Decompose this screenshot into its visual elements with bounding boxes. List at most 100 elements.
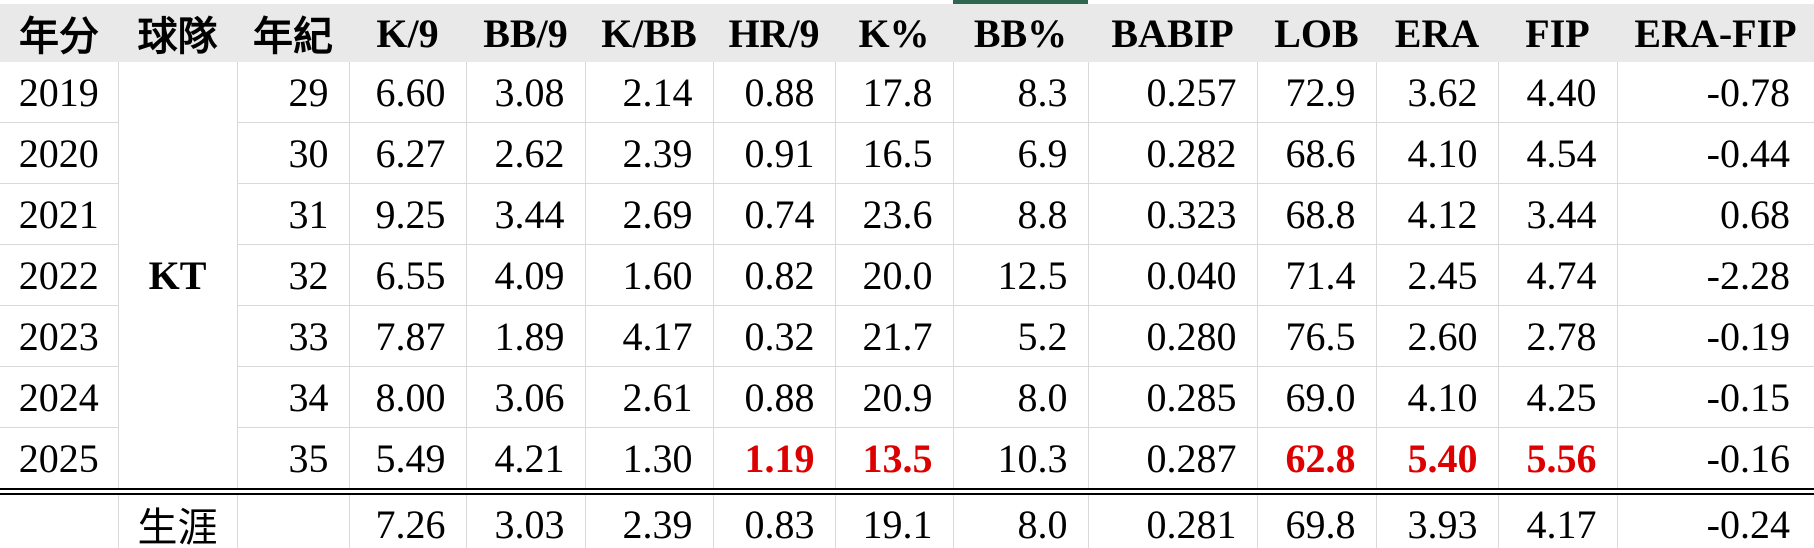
career-label-cell: 生涯	[117, 488, 237, 548]
career-kpct-cell: 19.1	[834, 488, 953, 548]
lob-cell: 71.4	[1256, 244, 1376, 306]
kpct-cell: 20.0	[834, 244, 953, 306]
kbb-cell: 4.17	[584, 305, 713, 367]
column-header-lob[interactable]: LOB	[1257, 0, 1376, 62]
column-header-year[interactable]: 年分	[0, 0, 118, 62]
bb9-cell: 3.08	[465, 62, 585, 123]
babip-cell: 0.280	[1087, 305, 1257, 367]
season-row-2021: 2021 31 9.25 3.44 2.69 0.74 23.6 8.8 0.323 68.8 4.…	[0, 183, 1814, 245]
k9-cell: 9.25	[348, 183, 466, 245]
hr9-cell: 0.74	[712, 183, 835, 245]
kbb-cell: 2.61	[584, 366, 713, 428]
column-header-kbb[interactable]: K/BB	[585, 0, 713, 62]
era_fip-cell: -0.44	[1616, 122, 1814, 184]
era-cell: 2.60	[1375, 305, 1498, 367]
babip-cell: 0.040	[1087, 244, 1257, 306]
fip-cell: 4.54	[1497, 122, 1617, 184]
column-header-era[interactable]: ERA	[1376, 0, 1498, 62]
season-row-2023: 2023 33 7.87 1.89 4.17 0.32 21.7 5.2 0.280 76.5 2.…	[0, 305, 1814, 367]
career-bb9-cell: 3.03	[465, 488, 585, 548]
column-header-team[interactable]: 球隊	[118, 0, 237, 62]
era_fip-cell: -2.28	[1616, 244, 1814, 306]
lob-cell: 68.6	[1256, 122, 1376, 184]
season-row-2022: 2022 32 6.55 4.09 1.60 0.82 20.0 12.5 0.040 71.4 2…	[0, 244, 1814, 306]
column-header-age[interactable]: 年紀	[237, 0, 349, 62]
kbb-cell: 2.14	[584, 62, 713, 123]
era_fip-cell: -0.19	[1616, 305, 1814, 367]
year-cell: 2024	[0, 366, 118, 428]
age-cell: 35	[236, 427, 349, 492]
column-header-fip[interactable]: FIP	[1498, 0, 1617, 62]
bb9-cell: 1.89	[465, 305, 585, 367]
kbb-cell: 2.39	[584, 122, 713, 184]
lob-cell: 62.8	[1256, 427, 1376, 492]
kbb-cell: 1.30	[584, 427, 713, 492]
bbpct-cell: 12.5	[952, 244, 1088, 306]
column-header-hr9[interactable]: HR/9	[713, 0, 835, 62]
era_fip-cell: -0.15	[1616, 366, 1814, 428]
column-header-bbpct[interactable]: BB%	[953, 0, 1088, 62]
bb9-cell: 4.21	[465, 427, 585, 492]
k9-cell: 6.27	[348, 122, 466, 184]
column-header-bb9[interactable]: BB/9	[466, 0, 585, 62]
column-header-kpct[interactable]: K%	[835, 0, 953, 62]
fip-cell: 3.44	[1497, 183, 1617, 245]
era-cell: 4.10	[1375, 122, 1498, 184]
kbb-cell: 1.60	[584, 244, 713, 306]
babip-cell: 0.257	[1087, 62, 1257, 123]
lob-cell: 68.8	[1256, 183, 1376, 245]
career-lob-cell: 69.8	[1256, 488, 1376, 548]
kpct-cell: 16.5	[834, 122, 953, 184]
year-cell: 2023	[0, 305, 118, 367]
bbpct-cell: 5.2	[952, 305, 1088, 367]
column-header-k9[interactable]: K/9	[349, 0, 466, 62]
fip-cell: 4.25	[1497, 366, 1617, 428]
bb9-cell: 4.09	[465, 244, 585, 306]
babip-cell: 0.282	[1087, 122, 1257, 184]
era-cell: 4.12	[1375, 183, 1498, 245]
era_fip-cell: 0.68	[1616, 183, 1814, 245]
lob-cell: 69.0	[1256, 366, 1376, 428]
career-age-cell	[236, 488, 349, 548]
babip-cell: 0.287	[1087, 427, 1257, 492]
bbpct-cell: 6.9	[952, 122, 1088, 184]
k9-cell: 5.49	[348, 427, 466, 492]
kpct-cell: 13.5	[834, 427, 953, 492]
bb9-cell: 2.62	[465, 122, 585, 184]
kbb-cell: 2.69	[584, 183, 713, 245]
babip-cell: 0.323	[1087, 183, 1257, 245]
year-cell: 2019	[18, 69, 99, 115]
era-cell: 5.40	[1375, 427, 1498, 492]
career-k9-cell: 7.26	[348, 488, 466, 548]
era-cell: 3.62	[1375, 62, 1498, 123]
k9-cell: 7.87	[348, 305, 466, 367]
hr9-cell: 0.82	[712, 244, 835, 306]
career-era_fip-cell: -0.24	[1616, 488, 1814, 548]
era_fip-cell: -0.16	[1616, 427, 1814, 492]
age-cell: 30	[236, 122, 349, 184]
bbpct-cell: 8.3	[952, 62, 1088, 123]
column-header-era_fip[interactable]: ERA-FIP	[1617, 0, 1814, 62]
bb9-cell: 3.44	[465, 183, 585, 245]
team-cell: KT	[117, 62, 237, 492]
bbpct-cell: 8.8	[952, 183, 1088, 245]
hr9-cell: 1.19	[712, 427, 835, 492]
hr9-cell: 0.88	[712, 366, 835, 428]
kpct-cell: 23.6	[834, 183, 953, 245]
age-cell: 34	[236, 366, 349, 428]
column-header-babip[interactable]: BABIP	[1088, 0, 1257, 62]
year-cell: 2022	[0, 244, 118, 306]
bbpct-cell: 8.0	[952, 366, 1088, 428]
year-cell: 2021	[0, 183, 118, 245]
lob-cell: 76.5	[1256, 305, 1376, 367]
age-cell: 33	[236, 305, 349, 367]
age-cell: 31	[236, 183, 349, 245]
stats-body: 2019 KT 29 6.60 3.08 2.14 0.88 17.8 8.3 0.257 72.9…	[0, 62, 1814, 548]
era_fip-cell: -0.78	[1616, 62, 1814, 123]
fip-cell: 5.56	[1497, 427, 1617, 492]
season-row-2019: 2019 KT 29 6.60 3.08 2.14 0.88 17.8 8.3 0.257 72.9…	[0, 62, 1814, 492]
kpct-cell: 20.9	[834, 366, 953, 428]
year-cell: 2020	[0, 122, 118, 184]
career-fip-cell: 4.17	[1497, 488, 1617, 548]
